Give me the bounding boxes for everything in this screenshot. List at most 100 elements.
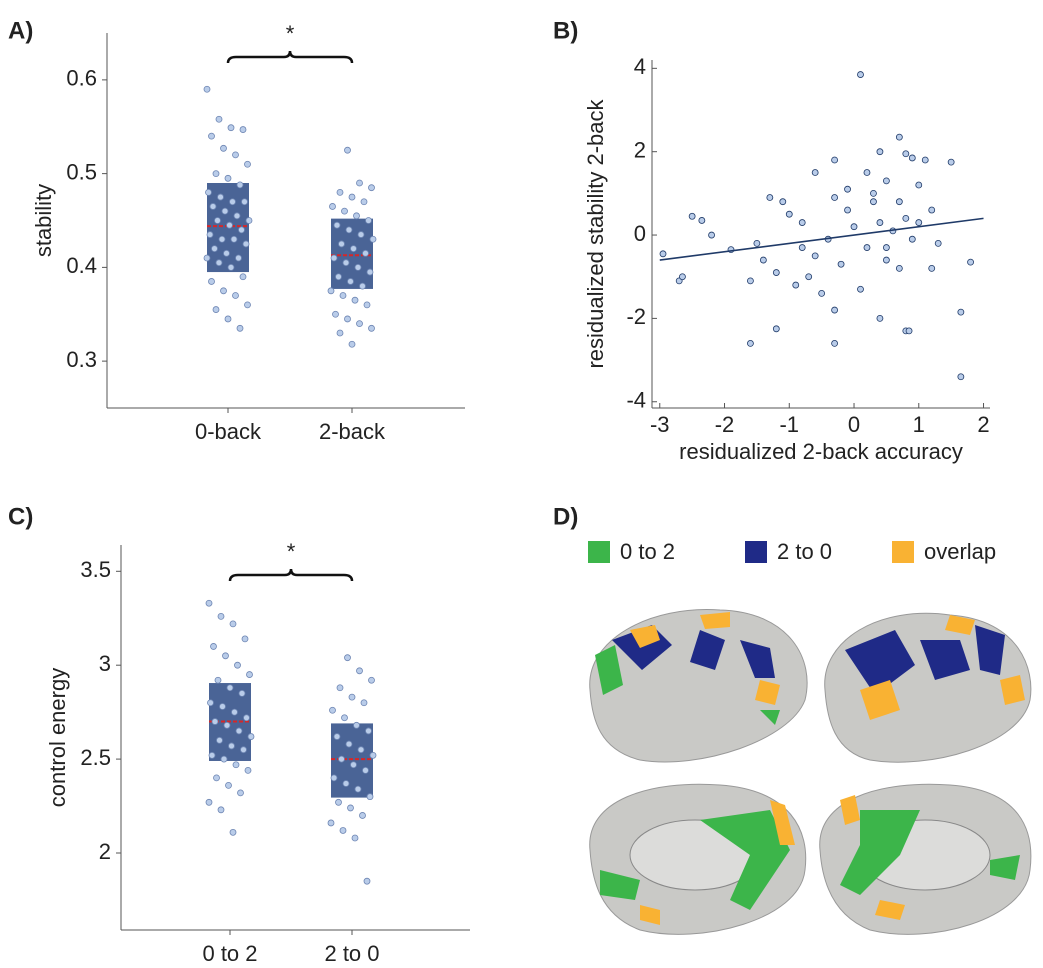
- data-point: [895, 198, 903, 206]
- data-point: [831, 156, 838, 164]
- data-point: [205, 188, 212, 196]
- data-point: [356, 320, 363, 328]
- data-point: [772, 269, 780, 276]
- y-tick-label: -4: [626, 388, 646, 413]
- data-point: [863, 244, 871, 251]
- data-point: [351, 296, 359, 304]
- data-point: [243, 714, 250, 722]
- data-point: [766, 194, 774, 201]
- data-point: [242, 240, 250, 248]
- data-point: [359, 282, 366, 290]
- data-point: [233, 212, 241, 220]
- data-point: [831, 340, 838, 347]
- data-point: [350, 245, 357, 253]
- y-tick-label: 0.4: [66, 253, 97, 278]
- data-point: [844, 206, 851, 214]
- x-tick-label: 1: [913, 412, 925, 437]
- data-point: [818, 289, 826, 297]
- x-tick-label: 2 to 0: [324, 941, 379, 963]
- data-point: [329, 203, 336, 210]
- data-point: [365, 727, 372, 735]
- data-point: [329, 706, 336, 714]
- data-point: [226, 221, 233, 229]
- data-point: [905, 327, 913, 335]
- significance: *: [287, 539, 296, 564]
- data-point: [332, 310, 339, 318]
- y-tick-label: 0: [634, 221, 646, 246]
- data-point: [805, 273, 813, 281]
- data-point: [217, 193, 224, 201]
- x-axis-label: residualized 2-back accuracy: [679, 439, 963, 464]
- data-point: [882, 256, 890, 264]
- data-point: [232, 761, 240, 769]
- data-point: [239, 126, 247, 133]
- data-point: [232, 151, 239, 159]
- data-point: [333, 221, 341, 229]
- data-point: [336, 188, 344, 196]
- data-point: [330, 254, 338, 262]
- data-point: [223, 249, 230, 257]
- data-point: [223, 721, 231, 729]
- data-point: [336, 684, 344, 692]
- legend-swatch: [588, 541, 610, 563]
- data-point: [908, 154, 916, 162]
- data-point: [245, 217, 253, 224]
- data-point: [659, 250, 667, 258]
- data-point: [934, 239, 942, 247]
- brace: [228, 568, 354, 582]
- data-point: [915, 181, 923, 189]
- data-point: [921, 156, 929, 164]
- data-point: [338, 240, 345, 248]
- y-tick-label: 3: [99, 651, 111, 676]
- data-point: [215, 115, 223, 123]
- data-point: [225, 781, 232, 789]
- data-point: [356, 179, 363, 187]
- data-point: [220, 144, 227, 152]
- data-point: [232, 292, 239, 299]
- data-point: [203, 254, 211, 262]
- x-tick-label: 0-back: [195, 419, 262, 444]
- data-point: [205, 599, 213, 607]
- data-point: [360, 198, 368, 206]
- data-point: [335, 273, 342, 281]
- data-point: [850, 223, 858, 231]
- data-point: [217, 612, 225, 620]
- data-point: [366, 793, 374, 801]
- y-tick-label: 2: [99, 839, 111, 864]
- data-point: [356, 667, 363, 675]
- data-point: [241, 198, 248, 206]
- legend-swatch: [892, 541, 914, 563]
- data-point: [344, 654, 351, 662]
- data-point: [238, 689, 246, 697]
- data-point: [785, 210, 793, 218]
- data-point: [844, 185, 851, 193]
- panel-label: A): [8, 17, 33, 44]
- data-point: [708, 231, 715, 239]
- data-point: [353, 212, 360, 220]
- data-point: [203, 85, 211, 93]
- x-tick-label: -3: [650, 412, 670, 437]
- brace: [226, 50, 354, 64]
- data-point: [235, 727, 243, 735]
- data-point: [798, 244, 806, 251]
- data-point: [870, 198, 877, 206]
- data-point: [327, 819, 335, 827]
- data-point: [226, 684, 234, 692]
- data-point: [345, 226, 353, 234]
- data-point: [831, 194, 838, 201]
- data-point: [363, 301, 371, 309]
- data-point: [857, 71, 864, 78]
- data-point: [229, 198, 236, 206]
- data-point: [205, 798, 213, 806]
- x-tick-label: -2: [715, 412, 735, 437]
- panel-label: D): [553, 503, 578, 530]
- data-point: [857, 285, 864, 293]
- x-tick-label: 0: [848, 412, 860, 437]
- data-point: [212, 306, 220, 313]
- data-point: [876, 314, 884, 322]
- data-point: [341, 207, 348, 215]
- data-point: [688, 212, 696, 220]
- data-point: [928, 206, 936, 214]
- data-point: [876, 148, 884, 156]
- data-point: [216, 736, 223, 744]
